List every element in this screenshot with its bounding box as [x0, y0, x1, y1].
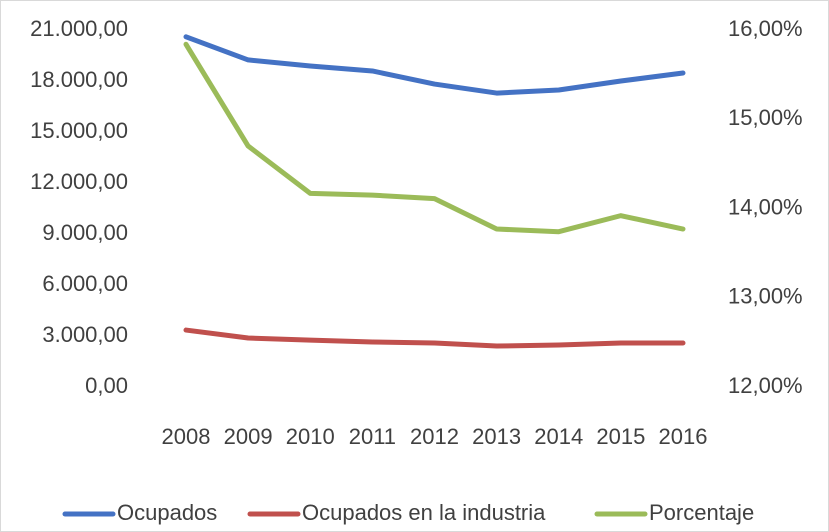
y-tick-label: 15.000,00 — [30, 118, 128, 143]
y2-tick-label: 15,00% — [728, 105, 803, 130]
y2-tick-label: 16,00% — [728, 16, 803, 41]
x-tick-label: 2011 — [349, 424, 396, 449]
y-tick-label: 12.000,00 — [30, 169, 128, 194]
y-tick-label: 21.000,00 — [30, 16, 128, 41]
x-tick-label: 2008 — [162, 424, 211, 449]
x-tick-label: 2014 — [534, 424, 583, 449]
y2-tick-label: 13,00% — [728, 284, 803, 309]
x-tick-label: 2015 — [596, 424, 645, 449]
legend-label: Ocupados en la industria — [302, 500, 546, 525]
y-tick-label: 6.000,00 — [42, 271, 128, 296]
legend-label: Ocupados — [117, 500, 217, 525]
x-tick-label: 2009 — [224, 424, 273, 449]
series-line — [183, 327, 686, 349]
x-tick-label: 2016 — [659, 424, 708, 449]
y-tick-label: 9.000,00 — [42, 220, 128, 245]
y2-tick-label: 12,00% — [728, 373, 803, 398]
y-tick-label: 3.000,00 — [42, 322, 128, 347]
y-tick-label: 0,00 — [85, 373, 128, 398]
x-tick-label: 2012 — [410, 424, 459, 449]
series-line — [183, 41, 686, 235]
x-tick-label: 2010 — [286, 424, 335, 449]
x-tick-label: 2013 — [472, 424, 521, 449]
y2-tick-label: 14,00% — [728, 194, 803, 219]
legend-label: Porcentaje — [649, 500, 754, 525]
y-tick-label: 18.000,00 — [30, 67, 128, 92]
series-line — [183, 34, 686, 96]
